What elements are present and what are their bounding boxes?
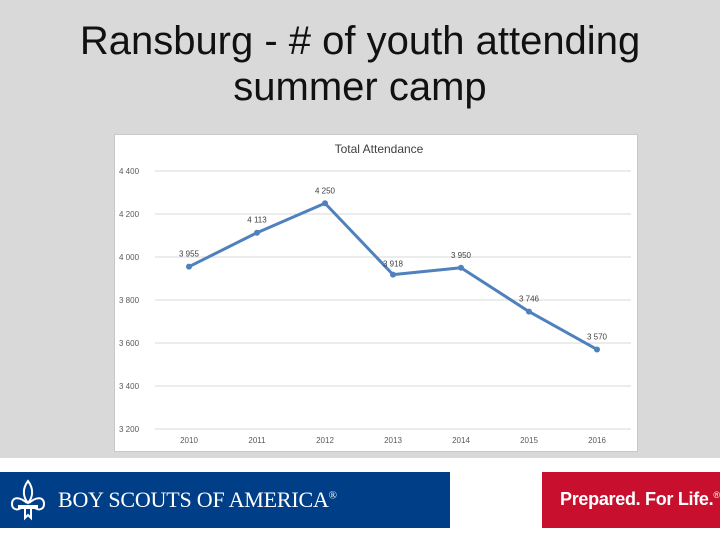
data-point [458,264,464,271]
chart-title: Total Attendance [335,142,424,156]
data-label: 3 955 [179,250,200,259]
organization-name: BOY SCOUTS OF AMERICA® [58,487,337,512]
data-label: 3 918 [383,260,404,269]
data-label: 4 250 [315,186,336,195]
x-tick-label: 2015 [520,436,538,445]
y-tick-label: 4 400 [119,167,140,176]
data-label: 3 570 [587,332,608,341]
x-tick-label: 2013 [384,436,402,445]
y-tick-label: 3 400 [119,382,140,391]
motto-banner: Prepared. For Life.® [542,472,720,528]
gridlines [155,170,631,430]
line-chart: Total Attendance 3 200 3 400 3 600 3 800 4 0… [119,142,631,445]
y-tick-label: 4 200 [119,210,140,219]
data-point [594,346,600,353]
y-tick-label: 3 200 [119,425,140,434]
x-tick-label: 2011 [248,436,266,445]
registered-mark: ® [328,489,337,502]
data-label: 3 746 [519,295,540,304]
fleur-de-lis-logo-icon [10,479,46,521]
slide-title: Ransburg - # of youth attending summer c… [0,18,720,110]
slide-title-line-1: Ransburg - # of youth attending [79,19,641,63]
y-tick-label: 3 600 [119,339,140,348]
x-tick-label: 2012 [316,436,334,445]
series-total-attendance [186,200,600,353]
x-tick-label: 2016 [588,436,606,445]
y-axis-tick-labels: 3 200 3 400 3 600 3 800 4 000 4 200 4 400 [119,167,140,434]
data-point [322,200,328,207]
data-point [186,263,192,270]
data-label: 4 113 [247,216,267,225]
data-labels: 3 955 4 113 4 250 3 918 3 950 3 746 3 570 [179,186,608,341]
chart-panel: Total Attendance 3 200 3 400 3 600 3 800 4 0… [114,134,638,452]
data-point [526,308,532,315]
data-label: 3 950 [451,251,472,260]
slide-title-line-2: summer camp [233,65,487,109]
data-point [254,229,260,236]
y-tick-label: 3 800 [119,296,140,305]
x-tick-label: 2014 [452,436,470,445]
x-axis-tick-labels: 2010 2011 2012 2013 2014 2015 2016 [180,436,606,445]
motto-text: Prepared. For Life.® [560,489,720,509]
bsa-banner: BOY SCOUTS OF AMERICA® [0,472,450,528]
data-point [390,271,396,278]
x-tick-label: 2010 [180,436,198,445]
y-tick-label: 4 000 [119,253,140,262]
